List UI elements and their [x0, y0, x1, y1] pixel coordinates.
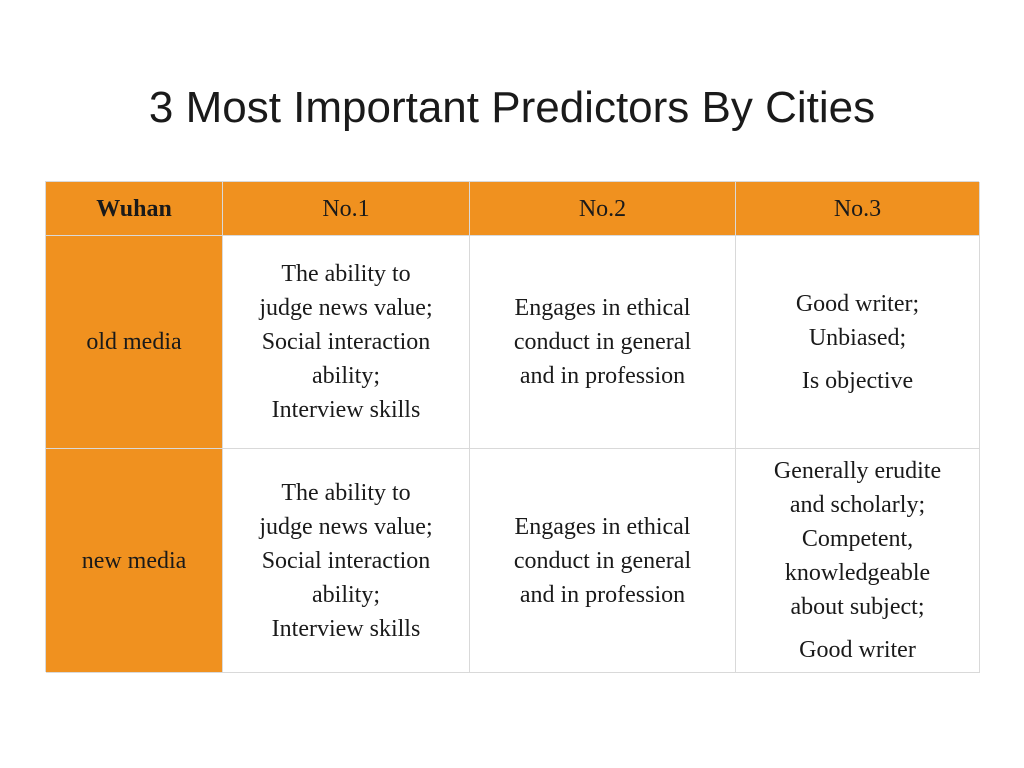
cell-line: Good writer	[799, 637, 916, 663]
cell-line: ability;	[312, 581, 380, 608]
header-city-cell: Wuhan	[46, 182, 223, 236]
row-label-new-media: new media	[46, 449, 223, 673]
cell-line: Interview skills	[271, 397, 421, 423]
cell-line: ability;	[312, 363, 380, 389]
cell-line: The ability to	[281, 261, 411, 287]
cell-line: judge news value;	[259, 295, 433, 321]
cell-line: and in profession	[519, 363, 686, 389]
new-media-no3-cell: Generally erudite and scholarly; Compete…	[736, 449, 980, 673]
new-media-no1-cell: The ability to judge news value; Social …	[223, 449, 470, 673]
predictors-table: Wuhan No.1 No.2 No.3 old media The abili…	[45, 181, 980, 673]
slide-title: 3 Most Important Predictors By Cities	[148, 83, 876, 132]
cell-line: Generally erudite	[773, 458, 942, 484]
cell-line: The ability to	[281, 479, 411, 506]
cell-line: Social interaction	[261, 547, 431, 574]
cell-line: knowledgeable	[784, 560, 931, 586]
header-no3-cell: No.3	[736, 182, 980, 236]
cell-line: judge news value;	[259, 513, 433, 540]
old-media-no2-cell: Engages in ethical conduct in general an…	[470, 236, 736, 449]
cell-line: Social interaction	[261, 329, 431, 355]
row-label-old-media: old media	[46, 236, 223, 449]
cell-line: conduct in general	[513, 547, 692, 574]
old-media-no3-cell: Good writer; Unbiased; Is objective	[736, 236, 980, 449]
header-no2-cell: No.2	[470, 182, 736, 236]
cell-line: Good writer;	[795, 290, 920, 317]
cell-line: conduct in general	[513, 329, 692, 355]
cell-line: Engages in ethical	[514, 295, 691, 321]
cell-line: about subject;	[790, 594, 925, 620]
header-no1-cell: No.1	[223, 182, 470, 236]
old-media-no1-cell: The ability to judge news value; Social …	[223, 236, 470, 449]
cell-line: Engages in ethical	[514, 513, 691, 540]
cell-line: Competent,	[801, 526, 914, 552]
cell-line: Interview skills	[271, 615, 421, 642]
cell-line: and scholarly;	[789, 492, 926, 518]
cell-line: and in profession	[519, 581, 686, 608]
new-media-no2-cell: Engages in ethical conduct in general an…	[470, 449, 736, 673]
cell-line: Unbiased;	[808, 324, 907, 351]
cell-line: Is objective	[801, 367, 914, 394]
